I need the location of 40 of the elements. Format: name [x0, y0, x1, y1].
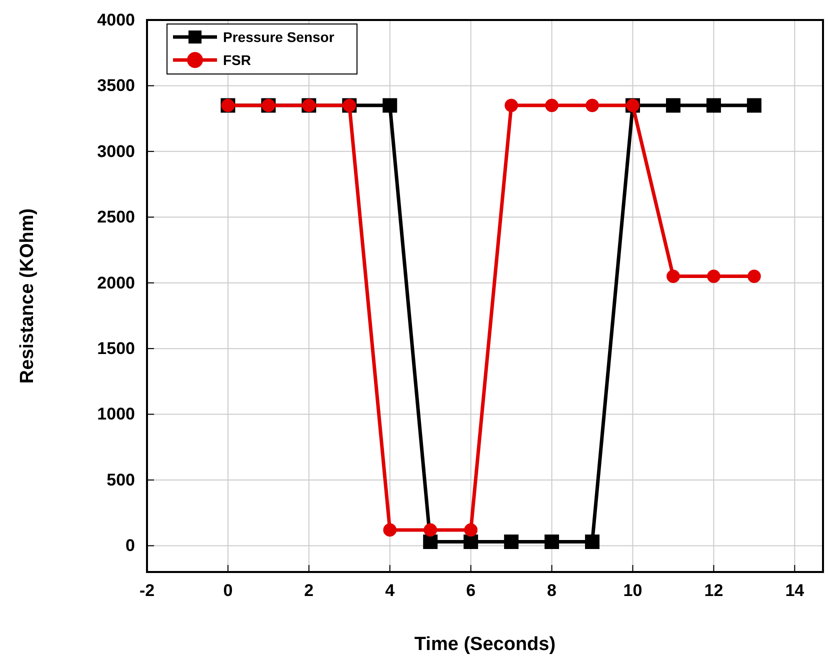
y-tick-label: 2000 — [97, 273, 135, 292]
point — [544, 534, 560, 550]
point — [504, 534, 519, 550]
y-tick-label: 500 — [106, 470, 135, 490]
point — [666, 270, 680, 283]
x-tick-label: 0 — [223, 581, 233, 600]
x-tick-label: 12 — [704, 581, 724, 600]
point — [383, 523, 397, 537]
x-tick-label: 10 — [623, 581, 642, 600]
y-tick-label: 1500 — [97, 339, 135, 358]
point — [424, 523, 438, 537]
point — [545, 98, 558, 112]
y-tick-label: 3500 — [97, 76, 135, 96]
point — [586, 98, 599, 112]
x-tick-label: -2 — [139, 581, 155, 600]
point — [464, 534, 478, 550]
x-tick-label: 14 — [785, 581, 805, 600]
x-axis-title: Time (Seconds) — [414, 634, 556, 655]
point — [666, 98, 680, 113]
point — [585, 534, 600, 550]
y-tick-label: 4000 — [97, 10, 135, 30]
point — [707, 270, 720, 283]
point — [382, 98, 398, 113]
y-tick-label: 3000 — [97, 142, 135, 161]
x-tick-label: 8 — [547, 581, 557, 600]
y-axis-title: Resistance (KOhm) — [17, 208, 38, 384]
point — [504, 98, 518, 112]
y-tick-label: 0 — [126, 536, 135, 556]
point — [746, 98, 762, 113]
point — [423, 534, 438, 550]
x-tick-label: 2 — [304, 581, 314, 600]
point — [464, 523, 478, 537]
legend-label: Pressure Sensor — [223, 29, 335, 45]
y-tick-label: 2500 — [97, 208, 135, 227]
point — [706, 98, 721, 113]
y-tick-label: 1000 — [97, 404, 135, 424]
point — [748, 270, 761, 283]
x-tick-label: 6 — [466, 581, 476, 600]
legend-label: FSR — [223, 52, 251, 68]
x-tick-label: 4 — [385, 581, 396, 600]
